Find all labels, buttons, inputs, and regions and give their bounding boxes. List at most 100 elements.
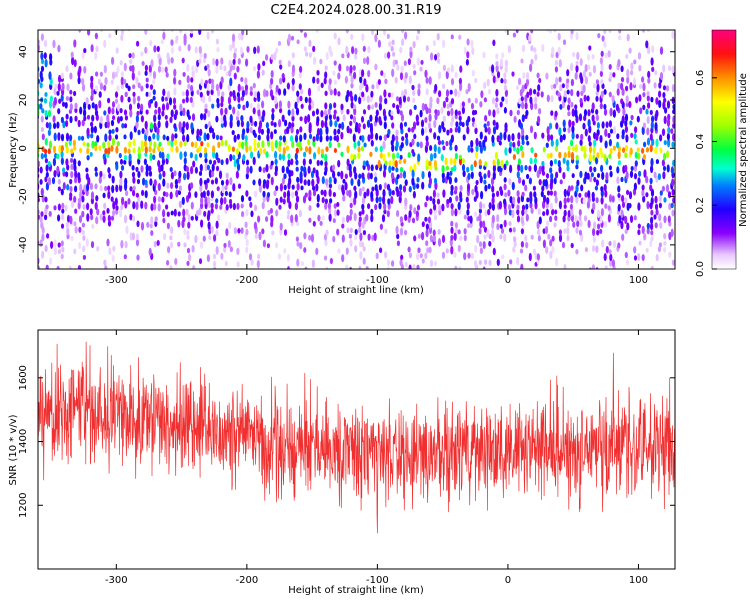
spectrogram-cell: [252, 129, 256, 136]
spectrogram-cell: [496, 158, 500, 167]
spectrogram-cell: [554, 195, 558, 204]
spectrogram-cell: [44, 138, 48, 146]
spectrogram-cell: [399, 258, 403, 267]
spectrogram-cell: [124, 91, 128, 98]
spectrogram-cell: [524, 102, 528, 110]
spectrogram-cell: [119, 158, 124, 165]
spectrogram-cell: [235, 115, 240, 121]
spectrogram-cell: [349, 64, 353, 74]
spectrogram-cell: [637, 202, 641, 211]
spectrogram-cell: [621, 115, 625, 124]
spectrogram-cell: [232, 154, 236, 161]
spectrogram-cell: [242, 128, 246, 136]
spectrogram-cell: [69, 96, 73, 103]
spectrogram-cell: [220, 197, 224, 206]
spectrogram-cell: [228, 104, 232, 111]
spectrogram-cell: [420, 59, 424, 65]
spectrogram-cell: [223, 197, 227, 205]
spectrogram-cell: [536, 253, 541, 261]
spectrogram-cell: [53, 96, 58, 106]
spectrogram-cell: [521, 101, 525, 110]
spectrogram-cell: [628, 202, 632, 209]
spectrogram-cell: [520, 241, 525, 248]
spectrogram-cell: [275, 197, 279, 206]
spectrogram-cell: [204, 196, 208, 205]
spectrogram-cell: [583, 145, 587, 153]
spectrogram-cell: [433, 177, 438, 185]
spectrogram-cell: [240, 120, 244, 128]
spectrogram-cell: [408, 210, 412, 218]
spectrogram-cell: [145, 91, 149, 97]
spectrogram-cell: [215, 152, 219, 161]
spectrogram-cell: [303, 179, 307, 186]
spectrogram-cell: [162, 88, 166, 97]
spectrogram-cell: [629, 147, 633, 156]
spectrogram-cell: [298, 140, 302, 150]
spectrogram-cell: [654, 203, 659, 211]
spectrogram-cell: [374, 204, 378, 211]
spectrogram-cell: [107, 167, 111, 174]
spectrogram-cell: [377, 39, 381, 48]
spectrogram-cell: [161, 110, 165, 117]
snr-x-tick-label: 100: [629, 575, 648, 586]
spectrogram-cell: [526, 91, 530, 98]
spectrogram-cell: [446, 103, 450, 110]
spectrogram-cell: [295, 128, 300, 135]
spectrogram-cell: [495, 77, 499, 83]
spectrogram-cell: [154, 216, 158, 223]
spectrogram-cell: [671, 84, 675, 93]
spectrogram-cell: [478, 260, 482, 266]
spectrogram-cell: [360, 82, 365, 89]
spectrogram-cell: [525, 213, 529, 222]
spectrogram-cell: [329, 198, 333, 204]
spectrogram-cell: [586, 95, 590, 102]
spectrogram-cell: [633, 215, 637, 221]
spectrogram-cell: [587, 190, 591, 199]
spectrogram-cell: [275, 84, 279, 93]
spectrogram-cell: [45, 264, 49, 269]
spectrogram-cell: [445, 248, 449, 254]
spectrogram-cell: [199, 184, 203, 193]
spectrogram-cell: [128, 103, 133, 111]
spectrogram-cell: [48, 210, 52, 217]
spectrogram-cell: [529, 157, 533, 165]
spectrogram-cell: [300, 185, 304, 191]
spectrogram-cell: [518, 176, 522, 184]
spectrogram-cell: [399, 166, 404, 173]
spectrogram-cell: [521, 127, 525, 136]
spectrogram-cell: [288, 176, 292, 186]
spectrogram-cell: [424, 103, 428, 111]
spectrogram-cell: [285, 145, 290, 151]
spectrogram-cell: [488, 65, 492, 72]
spectrogram-cell: [576, 51, 580, 61]
spectrogram-cell: [60, 94, 64, 102]
spectrogram-cell: [210, 202, 214, 209]
spectrogram-cell: [182, 107, 186, 117]
spectrogram-cell: [332, 170, 336, 179]
spectrogram-cell: [608, 240, 612, 247]
spectrogram-cell: [400, 254, 404, 260]
spectrogram-cell: [394, 59, 398, 65]
spectrogram-cell: [655, 209, 659, 216]
spectrogram-cell: [238, 141, 242, 149]
spectrogram-cell: [237, 103, 241, 110]
spectrogram-cell: [333, 113, 337, 120]
spectrogram-cell: [40, 115, 44, 123]
spectrogram-cell: [91, 223, 95, 229]
spectrogram-cell: [320, 82, 324, 89]
spectrogram-cell: [549, 190, 554, 196]
spectrogram-cell: [668, 202, 672, 211]
spectrogram-cell: [279, 77, 283, 85]
spectrogram-cell: [637, 152, 641, 160]
spectrogram-cell: [127, 96, 131, 103]
spectrogram-cell: [242, 154, 246, 162]
spectrogram-cell: [374, 184, 378, 192]
spectrogram-cell: [73, 90, 77, 97]
spectrogram-cell: [432, 234, 436, 243]
spectrogram-cell: [550, 172, 554, 180]
spectrogram-cell: [591, 54, 595, 60]
spectrogram-cell: [47, 109, 52, 118]
spectrogram-cell: [99, 71, 103, 77]
spectrogram-cell: [352, 115, 357, 124]
spectrogram-cell: [607, 50, 611, 58]
